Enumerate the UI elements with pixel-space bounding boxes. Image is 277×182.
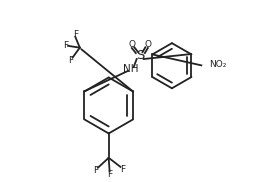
Text: F: F: [68, 56, 73, 65]
Text: F: F: [120, 165, 125, 173]
Text: F: F: [73, 30, 78, 39]
Text: O: O: [129, 39, 136, 49]
Text: NH: NH: [123, 64, 138, 74]
Text: F: F: [63, 41, 68, 50]
Text: O: O: [144, 39, 151, 49]
Text: F: F: [94, 166, 99, 175]
Text: NO₂: NO₂: [209, 60, 226, 69]
Text: F: F: [107, 170, 112, 179]
Text: S: S: [136, 49, 145, 62]
